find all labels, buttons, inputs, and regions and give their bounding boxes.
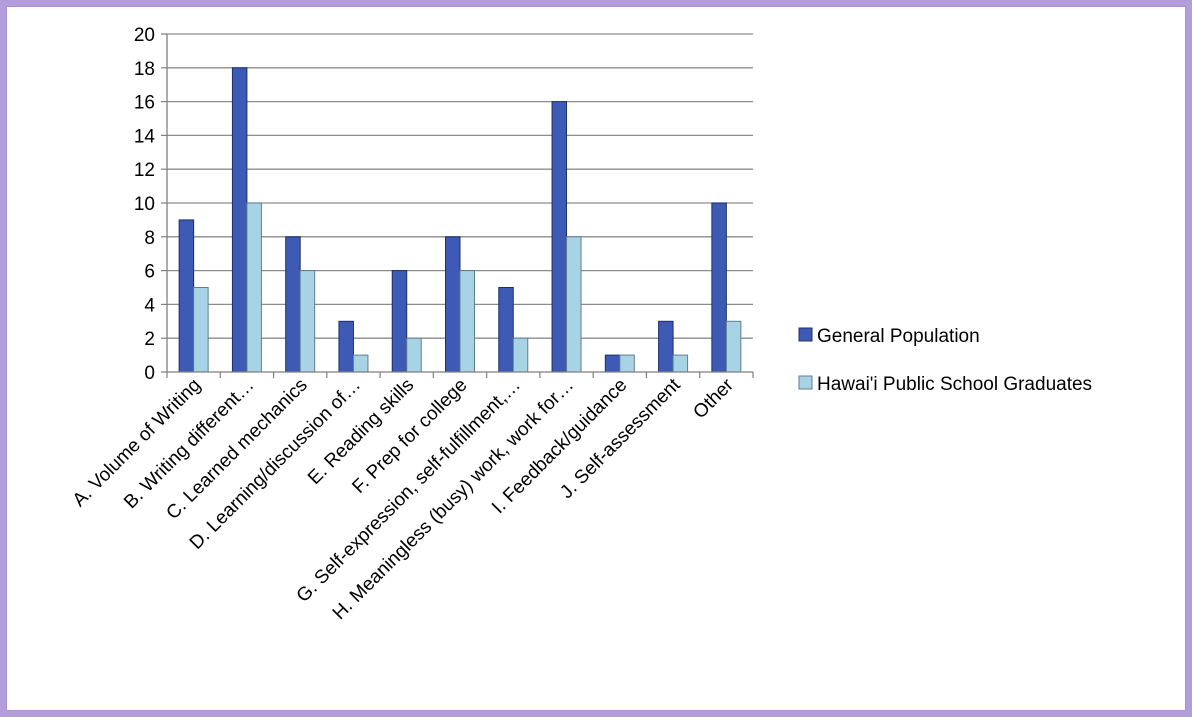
y-tick-label: 10 [134,194,155,215]
y-tick-label: 4 [144,295,155,316]
bar-hawaii-graduates [246,202,262,373]
bar-general-population [711,202,727,373]
bar-general-population [178,219,195,373]
bar-hawaii-graduates [672,354,689,373]
bar-hawaii-graduates [406,337,422,373]
axes [166,34,754,378]
legend-swatch [798,375,813,390]
legend: General Population Hawai'i Public School … [798,326,1092,395]
y-tick-labels: 0 2 4 6 8 10 12 14 16 18 20 [134,25,156,384]
y-tick-label: 2 [144,329,155,350]
bar-general-population [551,101,568,373]
y-tick-label: 8 [144,228,155,249]
bar-general-population [391,270,408,373]
bar-general-population [445,236,461,373]
legend-label: General Population [817,326,980,347]
y-tick-label: 20 [134,25,155,46]
x-tick-label: Other [689,374,738,423]
y-tick-label: 16 [134,93,155,114]
bar-hawaii-graduates [459,270,475,373]
bar-hawaii-graduates [725,320,742,373]
y-tick-label: 6 [144,262,155,283]
bar-general-population [604,354,621,373]
bar-hawaii-graduates [619,354,635,373]
bar-general-population [231,67,248,373]
bar-hawaii-graduates [566,236,582,373]
bar-hawaii-graduates [512,337,529,373]
legend-label: Hawai'i Public School Graduates [817,374,1092,395]
legend-swatch [798,327,813,342]
y-tick-label: 12 [134,160,155,181]
bar-hawaii-graduates [352,354,369,373]
bar-hawaii-graduates [299,270,316,373]
gridlines [161,33,753,373]
bars [178,67,742,373]
y-tick-label: 0 [144,363,155,384]
bar-general-population [285,236,301,373]
bar-general-population [658,320,674,373]
y-tick-label: 14 [134,126,156,147]
y-tick-label: 18 [134,59,155,80]
bar-hawaii-graduates [193,287,209,373]
bar-general-population [498,287,514,373]
bar-general-population [338,320,354,373]
